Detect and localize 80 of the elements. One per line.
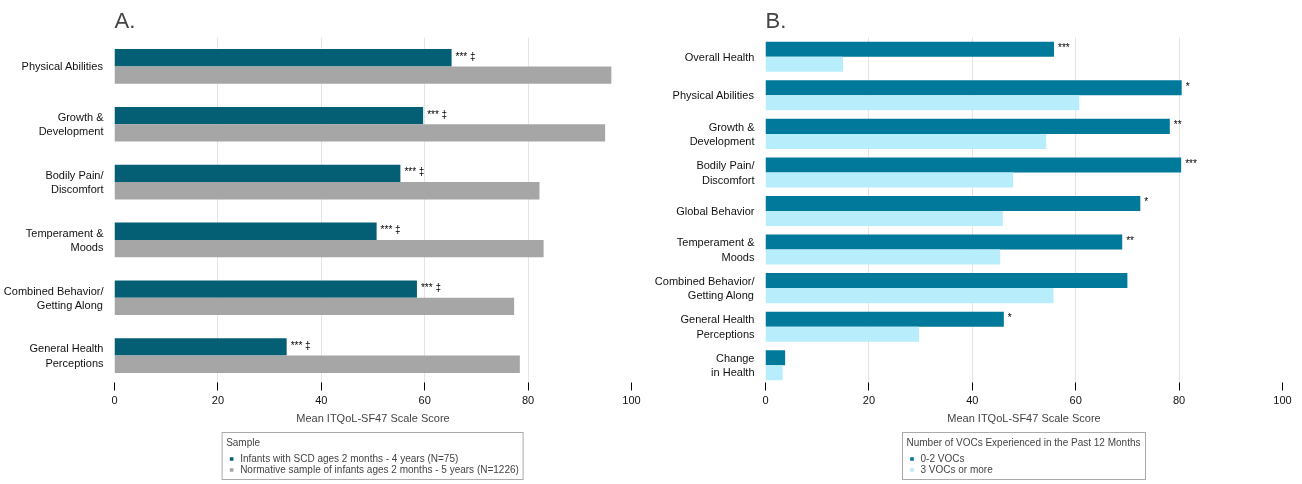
bar (765, 157, 1182, 173)
x-tick-label: 0 (111, 393, 118, 406)
bar (765, 350, 786, 366)
bar (114, 49, 452, 67)
y-tick-label: Combined Behavior/ Getting Along (3, 284, 105, 311)
bar (765, 249, 1001, 265)
x-tick-label: 20 (211, 393, 225, 406)
annotation: *** (1057, 42, 1070, 54)
annotation: *** ‡ (455, 50, 476, 62)
bar (765, 211, 1003, 227)
x-tick-label: 60 (418, 393, 431, 406)
chart-title: A. (114, 7, 136, 33)
bar (114, 280, 417, 298)
x-tick-label: 40 (966, 393, 979, 406)
y-tick-label: Temperament & Moods (676, 236, 756, 263)
x-tick-label: 100 (622, 393, 641, 406)
bar (765, 195, 1141, 211)
x-tick-label: 100 (1273, 393, 1292, 406)
annotation: *** ‡ (404, 166, 425, 178)
annotation: * (1007, 312, 1012, 324)
bar (765, 311, 1004, 327)
x-tick-label: 60 (1069, 393, 1082, 406)
bar (765, 56, 844, 72)
bar (114, 66, 612, 84)
x-tick-label: 0 (762, 393, 769, 406)
y-tick-label: Combined Behavior/ Getting Along (654, 274, 756, 302)
y-tick-label: Temperament & Moods (25, 226, 105, 254)
bar (114, 338, 287, 356)
bar (114, 297, 515, 316)
x-axis-title: Mean ITQoL-SF47 Scale Score (947, 411, 1101, 424)
y-tick-label: Growth & Development (38, 111, 105, 138)
bar (114, 124, 606, 142)
x-tick-label: 80 (521, 393, 535, 406)
y-tick-label: Bodily Pain/ Discomfort (696, 159, 756, 186)
x-tick-label: 20 (862, 393, 876, 406)
bar (114, 355, 520, 373)
bar (765, 41, 1054, 57)
annotation: * (1144, 196, 1149, 208)
bar (765, 95, 1080, 111)
bar (765, 172, 1014, 188)
y-tick-label: Change in Health (711, 352, 755, 379)
annotation: *** ‡ (380, 224, 401, 236)
x-tick-label: 80 (1172, 393, 1186, 406)
bar (114, 222, 377, 240)
legend-label: Infants with SCD ages 2 months - 4 years (N=75) (240, 453, 459, 464)
y-tick-label: General Health Perceptions (29, 342, 104, 369)
bar (765, 133, 1047, 149)
legend-label: Normative sample of infants ages 2 months - 5 years (N=1226) (240, 464, 519, 475)
bar (114, 182, 540, 200)
bar (765, 326, 920, 342)
bar (765, 118, 1170, 134)
y-tick-label: Global Behavior (676, 205, 755, 217)
bar (765, 234, 1123, 250)
annotation: ** (1173, 119, 1182, 131)
bar (114, 239, 544, 258)
annotation: ** (1126, 235, 1135, 247)
legend-title: Number of VOCs Experienced in the Past 12 Months (906, 437, 1141, 448)
bar (114, 164, 401, 183)
legend-label: 3 VOCs or more (920, 464, 993, 475)
y-tick-label: Overall Health (684, 50, 755, 63)
y-tick-label: Growth & Development (689, 120, 756, 148)
x-axis-title: Mean ITQoL-SF47 Scale Score (296, 411, 450, 424)
y-tick-label: Bodily Pain/ Discomfort (45, 168, 105, 196)
bar (765, 288, 1054, 304)
bar (765, 365, 783, 381)
y-tick-label: Physical Abilities (21, 60, 104, 73)
chart-title: B. (765, 7, 787, 33)
annotation: * (1185, 80, 1190, 92)
y-tick-label: General Health Perceptions (680, 313, 755, 340)
bar (765, 273, 1128, 289)
x-tick-label: 40 (315, 393, 328, 406)
bar (765, 80, 1182, 96)
annotation: *** ‡ (420, 282, 441, 294)
bar (114, 106, 424, 125)
annotation: *** ‡ (427, 108, 448, 120)
legend-title: Sample (226, 437, 262, 448)
annotation: *** ‡ (290, 339, 311, 351)
legend-label: 0-2 VOCs (920, 453, 965, 464)
y-tick-label: Physical Abilities (672, 89, 755, 102)
annotation: *** (1185, 157, 1197, 169)
